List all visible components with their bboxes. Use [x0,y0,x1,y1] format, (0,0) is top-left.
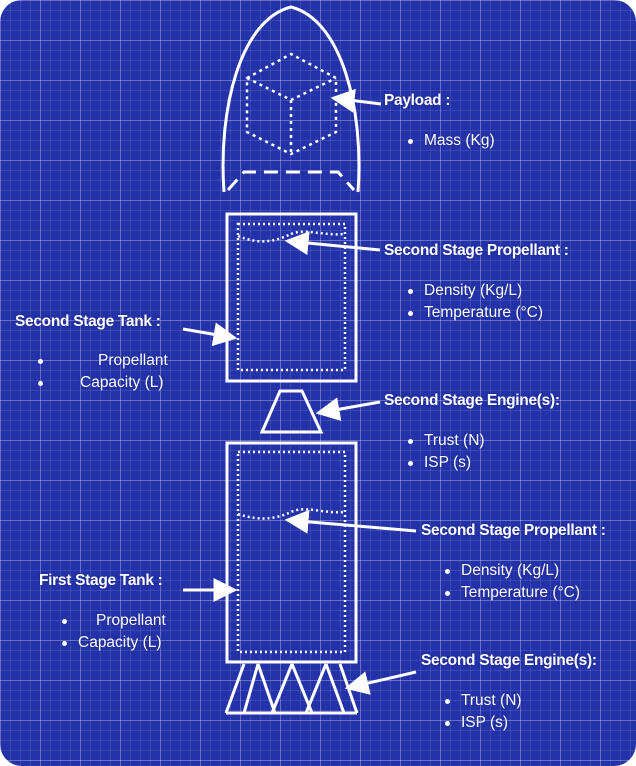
first-propellant-prop-temperature: Temperature (°C) [443,582,580,604]
second-propellant-prop-temperature: Temperature (°C) [406,302,543,324]
first-tank-prop-propellant: Propellant [60,610,166,632]
second-propellant-props: Density (Kg/L) Temperature (°C) [406,280,543,324]
second-engine-title: Second Stage Engine(s): [384,392,560,409]
payload-title: Payload : [384,92,451,109]
first-tank-props: Propellant Capacity (L) [60,610,166,654]
second-engine-prop-thrust: Trust (N) [406,430,485,452]
second-engine-prop-isp: ISP (s) [406,452,485,474]
second-stage-engine-shape [259,389,324,434]
payload-arrow [330,88,382,113]
first-tank-prop-capacity: Capacity (L) [60,632,166,654]
second-tank-props: Propellant Capacity (L) [36,350,168,394]
second-engine-props: Trust (N) ISP (s) [406,430,485,474]
first-engine-props: Trust (N) ISP (s) [443,690,522,734]
second-tank-prop-capacity: Capacity (L) [36,372,168,394]
first-engine-prop-thrust: Trust (N) [443,690,522,712]
first-engine-title: Second Stage Engine(s): [421,652,597,669]
second-tank-arrow [182,322,238,347]
pointer-arrows [182,88,417,695]
first-propellant-props: Density (Kg/L) Temperature (°C) [443,560,580,604]
payload-fairing [221,5,361,193]
first-propellant-title: Second Stage Propellant : [421,522,606,539]
first-engine-prop-isp: ISP (s) [443,712,522,734]
second-tank-title: Second Stage Tank : [15,313,161,330]
first-propellant-prop-density: Density (Kg/L) [443,560,580,582]
first-engine-arrow [344,670,417,695]
first-propellant-arrow [284,509,417,534]
payload-cube [245,52,338,156]
payload-props: Mass (Kg) [406,130,495,152]
second-tank-prop-propellant: Propellant [36,350,168,372]
second-propellant-title: Second Stage Propellant : [384,242,569,259]
second-stage-tank-shape [225,212,358,383]
first-stage-engines-shape [224,663,359,715]
first-tank-title: First Stage Tank : [39,572,163,589]
payload-prop-mass: Mass (Kg) [406,130,495,152]
second-engine-arrow [315,397,381,422]
first-stage-tank-shape [225,441,358,664]
second-propellant-arrow [284,231,381,256]
second-propellant-prop-density: Density (Kg/L) [406,280,543,302]
